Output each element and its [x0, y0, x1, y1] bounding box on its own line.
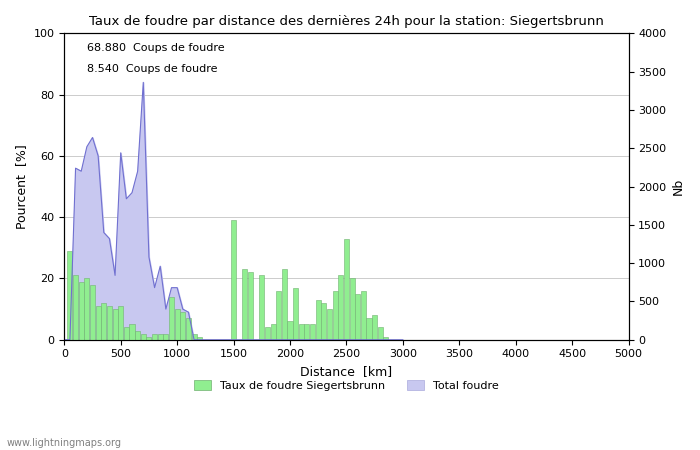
Bar	[96, 306, 101, 340]
Bar	[316, 300, 321, 340]
Bar	[102, 303, 106, 340]
Bar	[384, 337, 388, 340]
Bar	[349, 279, 355, 340]
Bar	[282, 269, 287, 340]
Bar	[174, 309, 180, 340]
Bar	[378, 328, 383, 340]
X-axis label: Distance  [km]: Distance [km]	[300, 365, 393, 378]
Bar	[146, 337, 151, 340]
Bar	[242, 269, 247, 340]
Bar	[107, 306, 112, 340]
Bar	[344, 238, 349, 340]
Bar	[332, 291, 337, 340]
Bar	[163, 333, 169, 340]
Bar	[248, 272, 253, 340]
Title: Taux de foudre par distance des dernières 24h pour la station: Siegertsbrunn: Taux de foudre par distance des dernière…	[89, 15, 604, 28]
Bar	[338, 275, 343, 340]
Bar	[276, 291, 281, 340]
Bar	[180, 312, 186, 340]
Bar	[84, 279, 90, 340]
Bar	[124, 328, 129, 340]
Bar	[118, 306, 123, 340]
Bar	[360, 291, 366, 340]
Bar	[158, 333, 163, 340]
Text: 8.540  Coups de foudre: 8.540 Coups de foudre	[87, 64, 218, 74]
Bar	[141, 333, 146, 340]
Bar	[355, 294, 360, 340]
Bar	[259, 275, 265, 340]
Bar	[197, 337, 202, 340]
Bar	[152, 333, 157, 340]
Text: www.lightningmaps.org: www.lightningmaps.org	[7, 438, 122, 448]
Bar	[113, 309, 118, 340]
Bar	[67, 251, 73, 340]
Bar	[299, 324, 304, 340]
Text: 68.880  Coups de foudre: 68.880 Coups de foudre	[87, 43, 225, 53]
Bar	[192, 333, 197, 340]
Bar	[327, 309, 332, 340]
Bar	[231, 220, 236, 340]
Bar	[367, 318, 372, 340]
Bar	[169, 297, 174, 340]
Bar	[130, 324, 134, 340]
Bar	[78, 282, 84, 340]
Bar	[304, 324, 309, 340]
Bar	[372, 315, 377, 340]
Bar	[293, 288, 298, 340]
Y-axis label: Pourcent  [%]: Pourcent [%]	[15, 144, 28, 229]
Bar	[90, 284, 95, 340]
Bar	[321, 303, 326, 340]
Legend: Taux de foudre Siegertsbrunn, Total foudre: Taux de foudre Siegertsbrunn, Total foud…	[190, 376, 503, 396]
Bar	[186, 318, 191, 340]
Bar	[265, 328, 270, 340]
Bar	[288, 321, 293, 340]
Bar	[310, 324, 315, 340]
Bar	[270, 324, 276, 340]
Bar	[135, 331, 140, 340]
Y-axis label: Nb: Nb	[672, 178, 685, 195]
Bar	[73, 275, 78, 340]
